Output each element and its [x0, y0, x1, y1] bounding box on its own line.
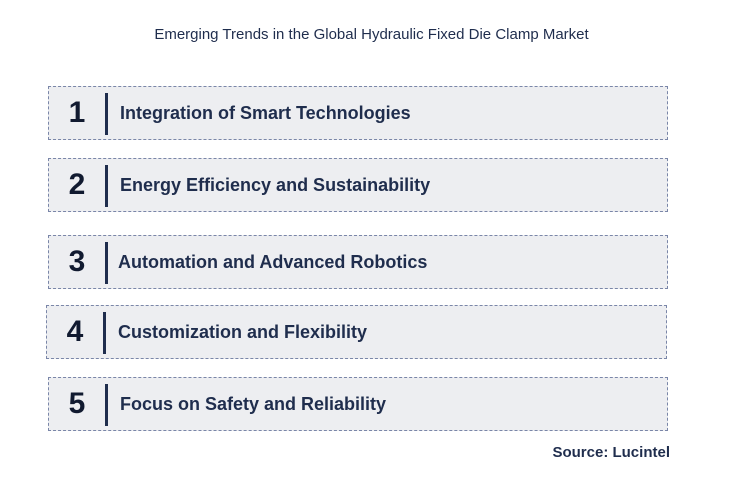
trend-number: 3 — [68, 245, 86, 278]
trend-divider — [103, 312, 106, 354]
trend-item-5: 5 Focus on Safety and Reliability — [48, 377, 668, 431]
page-title: Emerging Trends in the Global Hydraulic … — [154, 26, 589, 43]
trend-label: Automation and Advanced Robotics — [118, 251, 428, 272]
trend-label: Integration of Smart Technologies — [120, 102, 411, 123]
trend-divider — [105, 93, 108, 135]
trend-number: 5 — [68, 387, 86, 420]
trend-label: Energy Efficiency and Sustainability — [120, 174, 431, 195]
trend-divider — [105, 165, 108, 207]
trend-number: 1 — [68, 96, 86, 129]
trend-label: Customization and Flexibility — [118, 321, 368, 342]
trend-number: 2 — [68, 168, 86, 201]
trend-number: 4 — [66, 315, 84, 348]
trend-label: Focus on Safety and Reliability — [120, 393, 387, 414]
trend-item-4: 4 Customization and Flexibility — [46, 305, 667, 359]
trend-item-1: 1 Integration of Smart Technologies — [48, 86, 668, 140]
trend-divider — [105, 242, 108, 284]
trend-item-2: 2 Energy Efficiency and Sustainability — [48, 158, 668, 212]
trend-item-3: 3 Automation and Advanced Robotics — [48, 235, 668, 289]
trend-divider — [105, 384, 108, 426]
source-credit: Source: Lucintel — [552, 444, 670, 461]
